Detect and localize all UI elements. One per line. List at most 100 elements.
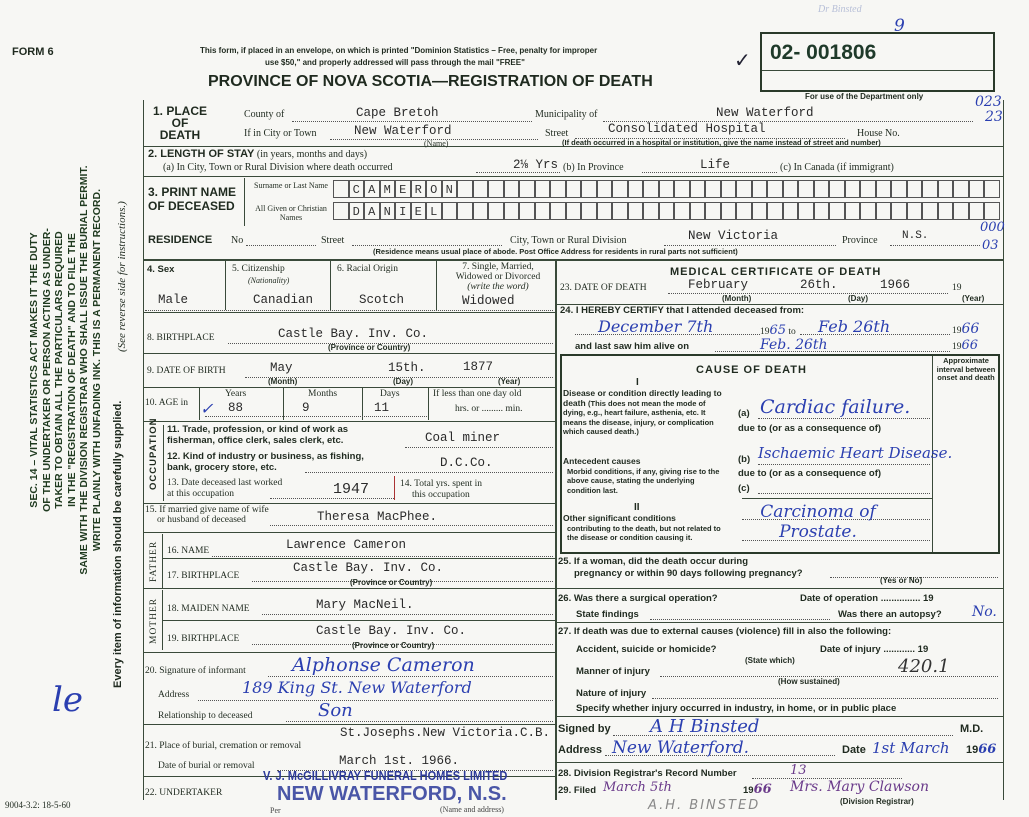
undertaker-label: 22. UNDERTAKER bbox=[145, 788, 223, 798]
racial-origin-label: 6. Racial Origin bbox=[337, 264, 398, 274]
year-prefix: 19 bbox=[760, 327, 770, 337]
nationality-note: (Nationality) bbox=[248, 276, 290, 285]
residence-city-value: New Victoria bbox=[688, 229, 779, 243]
name-letter-box bbox=[581, 202, 597, 220]
part-two-label: II bbox=[634, 502, 640, 513]
name-letter-box: N bbox=[441, 180, 457, 198]
name-letter-box: R bbox=[410, 180, 426, 198]
name-letter-box: M bbox=[379, 180, 395, 198]
initials: le bbox=[52, 680, 83, 720]
name-letter-box bbox=[860, 180, 876, 198]
every-item-note: Every item of information should be care… bbox=[112, 400, 124, 688]
place-of-death-label: 1. PLACE OF DEATH bbox=[152, 104, 207, 142]
name-letter-box bbox=[736, 180, 752, 198]
name-letter-box bbox=[488, 202, 504, 220]
name-letter-box bbox=[627, 202, 643, 220]
name-letter-box: O bbox=[426, 180, 442, 198]
residence-province-value: N.S. bbox=[902, 230, 929, 242]
street-value: Consolidated Hospital bbox=[608, 122, 766, 136]
name-letter-box bbox=[906, 202, 922, 220]
attended-from-year: 65 bbox=[769, 323, 787, 338]
residence-code: 03 bbox=[982, 238, 999, 253]
mother-birthplace-value: Castle Bay. Inv. Co. bbox=[316, 624, 467, 638]
hrs-min-label: hrs. or ......... min. bbox=[455, 404, 523, 414]
form-code: 9004-3.2: 18-5-60 bbox=[5, 800, 71, 810]
name-letter-box bbox=[782, 202, 798, 220]
name-letter-box bbox=[534, 202, 550, 220]
month-note: (Month) bbox=[268, 377, 298, 386]
how-sustained-note: (How sustained) bbox=[778, 677, 840, 686]
name-letter-box bbox=[457, 180, 473, 198]
stay-province-value: Life bbox=[700, 158, 731, 172]
house-label: House No. bbox=[857, 128, 900, 139]
name-letter-box bbox=[705, 180, 721, 198]
physician-address-label: Address bbox=[558, 744, 603, 756]
name-letter-box: D bbox=[348, 202, 364, 220]
physician-address: New Waterford. bbox=[612, 738, 749, 758]
registration-number: 02- 001806 bbox=[770, 41, 877, 64]
county-label: County of bbox=[244, 109, 285, 120]
name-letter-box bbox=[472, 180, 488, 198]
form-number: FORM 6 bbox=[12, 46, 54, 58]
form-title: PROVINCE OF NOVA SCOTIA—REGISTRATION OF … bbox=[208, 73, 653, 90]
year-prefix: 19 bbox=[743, 785, 754, 796]
name-letter-box bbox=[519, 202, 535, 220]
residence-note: (Residence means usual place of abode. P… bbox=[373, 247, 738, 256]
hospital-note: (If death occurred in a hospital or inst… bbox=[562, 138, 881, 147]
relationship-label: Relationship to deceased bbox=[158, 711, 253, 721]
name-letter-box bbox=[488, 180, 504, 198]
stay-c-label: (c) In Canada (if immigrant) bbox=[780, 162, 894, 173]
racial-origin-value: Scotch bbox=[359, 293, 405, 307]
cause-b-value: Ischaemic Heart Disease. bbox=[758, 444, 953, 462]
name-letter-box bbox=[565, 180, 581, 198]
name-letter-box bbox=[829, 180, 845, 198]
last-saw-date: Feb. 26th bbox=[760, 337, 828, 353]
informant-signature: Alphonse Cameron bbox=[292, 654, 475, 676]
residence-no-label: No bbox=[231, 235, 244, 246]
year-note: (Year) bbox=[498, 377, 521, 386]
cause-a-label: (a) bbox=[738, 408, 750, 419]
residence-city-label: City, Town or Rural Division bbox=[510, 235, 627, 246]
name-letter-box bbox=[550, 180, 566, 198]
cause-of-death-title: CAUSE OF DEATH bbox=[696, 364, 807, 376]
signed-by-label: Signed by bbox=[558, 723, 611, 735]
name-letter-box bbox=[705, 202, 721, 220]
last-worked-label: 13. Date deceased last worked at this occ… bbox=[167, 478, 283, 499]
less-than-day-label: If less than one day old bbox=[433, 389, 522, 399]
print-name-label: 3. PRINT NAME OF DECEASED bbox=[148, 185, 237, 213]
dept-code: 023 bbox=[975, 94, 1002, 110]
city-value: New Waterford bbox=[354, 124, 452, 138]
stay-a-label: (a) In City, Town or Rural Division wher… bbox=[163, 162, 393, 173]
name-letter-box bbox=[875, 202, 891, 220]
operation-date-label: Date of operation ............... 19 bbox=[800, 593, 934, 604]
filed-date: March 5th bbox=[603, 780, 672, 795]
name-letter-box bbox=[333, 202, 349, 220]
name-letter-box bbox=[472, 202, 488, 220]
name-letter-box bbox=[891, 180, 907, 198]
province-note: (Province or Country) bbox=[328, 343, 411, 352]
stay-city-value: 2⅛ Yrs bbox=[513, 158, 559, 172]
mother-maiden-name-value: Mary MacNeil. bbox=[316, 598, 414, 612]
year-note: (Year) bbox=[962, 294, 985, 303]
cause-a-value: Cardiac failure. bbox=[760, 396, 911, 418]
father-name-label: 16. NAME bbox=[167, 546, 210, 556]
burial-date-label: Date of burial or removal bbox=[158, 761, 255, 771]
informant-address-label: Address bbox=[158, 690, 190, 700]
name-letter-box bbox=[875, 180, 891, 198]
other-conditions-label: Other significant conditions contributing… bbox=[563, 513, 721, 542]
name-letter-box bbox=[968, 202, 984, 220]
q26-label: 26. Was there a surgical operation? bbox=[558, 593, 718, 604]
city-label: If in City or Town bbox=[244, 128, 317, 139]
name-letter-box: L bbox=[426, 202, 442, 220]
name-letter-box bbox=[519, 180, 535, 198]
name-letter-box bbox=[736, 202, 752, 220]
name-letter-box bbox=[798, 180, 814, 198]
name-letter-box bbox=[333, 180, 349, 198]
attended-from: December 7th bbox=[598, 317, 714, 336]
name-letter-box bbox=[813, 180, 829, 198]
name-letter-box bbox=[844, 180, 860, 198]
death-month: February bbox=[688, 278, 749, 292]
other-conditions-value: Carcinoma of Prostate. bbox=[760, 502, 876, 542]
direct-cause-label: Disease or condition directly leading to… bbox=[563, 388, 722, 436]
